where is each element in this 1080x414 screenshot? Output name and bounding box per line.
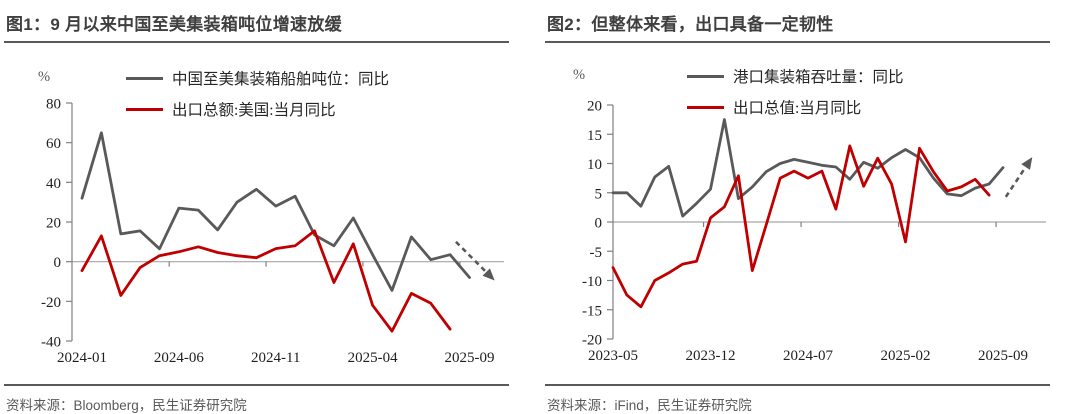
gray-line-swatch	[126, 76, 163, 80]
svg-text:0: 0	[54, 255, 62, 271]
svg-text:2023-05: 2023-05	[588, 348, 638, 364]
legend-label-tonnage: 中国至美集装箱船舶吨位：同比	[172, 71, 390, 88]
svg-text:2024-01: 2024-01	[57, 350, 107, 366]
svg-text:20: 20	[46, 216, 61, 232]
svg-text:60: 60	[46, 136, 61, 152]
svg-text:2025-04: 2025-04	[348, 350, 398, 366]
legend-item-throughput: 港口集装箱吞吐量：同比	[687, 65, 904, 87]
legend-item-exports-us: 出口总额:美国:当月同比	[126, 98, 389, 120]
figure-2-source: 资料来源：iFind，民生证券研究院	[545, 384, 1050, 414]
svg-text:10: 10	[587, 157, 602, 173]
svg-text:2023-12: 2023-12	[686, 348, 736, 364]
svg-text:0: 0	[595, 216, 603, 232]
svg-text:2024-11: 2024-11	[251, 350, 300, 366]
svg-text:2024-06: 2024-06	[154, 350, 204, 366]
figure-2: 图2：但整体来看，出口具备一定韧性 20 15 10 5 0 -5 -10 -15 -20 202…	[545, 8, 1050, 414]
figure-1-legend: 中国至美集装箱船舶吨位：同比 出口总额:美国:当月同比	[126, 67, 389, 120]
figure-2-chart-area: 20 15 10 5 0 -5 -10 -15 -20 2023-05 2023-12 2024-07…	[545, 43, 1050, 375]
red-line-swatch	[126, 107, 163, 111]
gray-line-swatch	[687, 74, 724, 78]
figure-1-title: 图1：9 月以来中国至美集装箱吨位增速放缓	[4, 8, 509, 43]
svg-text:2025-09: 2025-09	[978, 348, 1028, 364]
legend-label-exports-total: 出口总值:当月同比	[733, 100, 862, 117]
svg-text:20: 20	[587, 99, 602, 115]
svg-text:-10: -10	[582, 274, 602, 290]
svg-text:-40: -40	[41, 335, 61, 351]
svg-text:5: 5	[595, 186, 603, 202]
svg-text:-15: -15	[582, 303, 602, 319]
svg-text:%: %	[573, 67, 585, 83]
legend-label-throughput: 港口集装箱吞吐量：同比	[733, 69, 904, 86]
svg-text:-5: -5	[590, 245, 603, 261]
svg-text:15: 15	[587, 128, 602, 144]
svg-text:%: %	[38, 69, 50, 85]
figure-2-legend: 港口集装箱吞吐量：同比 出口总值:当月同比	[687, 65, 904, 118]
svg-text:2024-07: 2024-07	[783, 348, 833, 364]
figure-2-title: 图2：但整体来看，出口具备一定韧性	[545, 8, 1050, 43]
figure-1: 图1：9 月以来中国至美集装箱吨位增速放缓 80 60 40 20 0 -20 -40 202…	[4, 8, 509, 414]
legend-label-exports-us: 出口总额:美国:当月同比	[172, 102, 336, 119]
red-line-swatch	[687, 105, 724, 109]
svg-text:-20: -20	[582, 333, 602, 349]
svg-text:2025-02: 2025-02	[881, 348, 931, 364]
svg-text:40: 40	[46, 176, 61, 192]
figure-1-chart-area: 80 60 40 20 0 -20 -40 2024-01 2024-06 2024-11 2025…	[4, 43, 509, 375]
legend-item-tonnage: 中国至美集装箱船舶吨位：同比	[126, 67, 389, 89]
svg-text:2025-09: 2025-09	[445, 350, 495, 366]
svg-text:-20: -20	[41, 295, 61, 311]
figure-1-source: 资料来源：Bloomberg，民生证券研究院	[4, 384, 509, 414]
legend-item-exports-total: 出口总值:当月同比	[687, 96, 904, 118]
svg-text:80: 80	[46, 97, 61, 113]
